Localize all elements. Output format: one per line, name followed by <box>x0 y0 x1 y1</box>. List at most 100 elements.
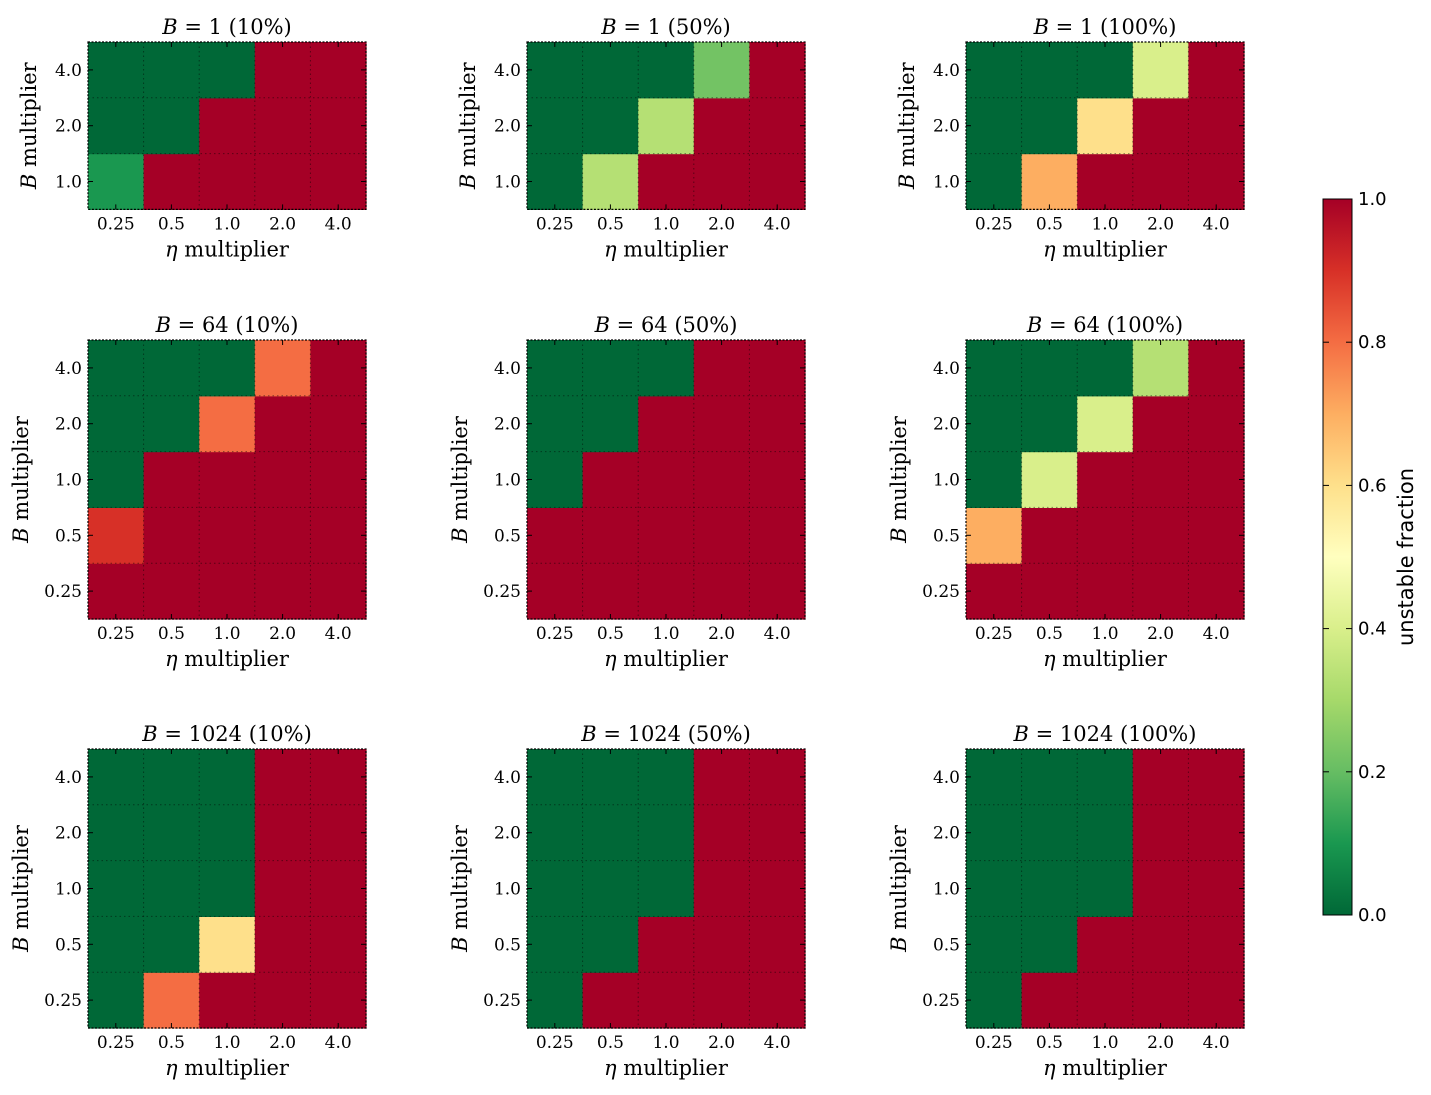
panel-title: B = 1024 (100%) <box>1013 722 1197 746</box>
y-tick-label: 2.0 <box>933 824 960 844</box>
heatmap-cell <box>254 507 311 564</box>
heatmap-cell <box>254 804 311 862</box>
heatmap-cell <box>638 97 695 155</box>
heatmap-cell <box>582 916 639 973</box>
y-tick-label: 2.0 <box>494 117 521 137</box>
heatmap-cell <box>1188 42 1245 99</box>
heatmap-cell <box>143 42 200 99</box>
x-tick-label: 4.0 <box>1203 1033 1230 1053</box>
heatmap-cell <box>310 860 367 917</box>
y-tick-label: 1.0 <box>933 173 960 193</box>
heatmap-cell <box>88 916 145 973</box>
x-tick-label: 4.0 <box>764 624 791 644</box>
heatmap-cell <box>310 563 367 620</box>
heatmap-cell <box>966 97 1023 155</box>
heatmap-cell <box>199 340 256 397</box>
heatmap-panel: 0.25 0.5 1.0 2.0 4.0 0.25 0.5 1.0 2.0 4.0 B = 1024… <box>9 722 367 1080</box>
panel-title: B = 64 (100%) <box>1026 313 1183 337</box>
heatmap-cell <box>527 804 584 862</box>
heatmap-cell <box>638 507 695 564</box>
heatmap-cell <box>749 749 806 806</box>
y-tick-label: 1.0 <box>494 880 521 900</box>
panel-title: B = 64 (10%) <box>155 313 299 337</box>
heatmap-cell <box>966 916 1023 973</box>
x-tick-label: 4.0 <box>1203 624 1230 644</box>
heatmap-cell <box>88 340 145 397</box>
heatmap-cell <box>582 153 639 210</box>
heatmap-cell <box>1188 860 1245 917</box>
x-tick-label: 0.25 <box>97 1033 135 1053</box>
colorbar-label: unstable fraction <box>1394 468 1418 646</box>
y-tick-label: 2.0 <box>494 415 521 435</box>
x-tick-label: 1.0 <box>213 1033 240 1053</box>
heatmap-cell <box>638 972 695 1029</box>
heatmap-cell <box>1021 395 1078 453</box>
x-tick-label: 4.0 <box>325 1033 352 1053</box>
heatmap-cell <box>693 563 750 620</box>
heatmap-panels: 0.25 0.5 1.0 2.0 4.0 1.0 2.0 4.0 B = 1 (10%) η mu… <box>9 15 1245 1080</box>
heatmap-cell <box>749 860 806 917</box>
heatmap-cell <box>143 395 200 453</box>
heatmap-cell <box>966 804 1023 862</box>
heatmap-cell <box>1188 97 1245 155</box>
y-tick-label: 4.0 <box>933 359 960 379</box>
x-tick-label: 4.0 <box>325 624 352 644</box>
heatmap-cell <box>1188 749 1245 806</box>
x-tick-label: 0.25 <box>97 214 135 234</box>
x-tick-label: 2.0 <box>269 1033 296 1053</box>
heatmap-cell <box>749 804 806 862</box>
x-tick-label: 0.25 <box>975 214 1013 234</box>
heatmap-cell <box>749 395 806 453</box>
y-tick-label: 4.0 <box>55 359 82 379</box>
heatmap-cell <box>693 507 750 564</box>
x-tick-label: 0.5 <box>1036 624 1063 644</box>
x-tick-label: 0.5 <box>1036 214 1063 234</box>
heatmap-cell <box>88 804 145 862</box>
heatmap-cell <box>1077 451 1134 508</box>
y-axis-label: B multiplier <box>895 61 919 190</box>
y-axis-label: B multiplier <box>887 415 911 544</box>
heatmap-cell <box>638 916 695 973</box>
x-tick-label: 0.5 <box>158 1033 185 1053</box>
heatmap-cell <box>966 340 1023 397</box>
heatmap-cell <box>1188 563 1245 620</box>
heatmap-panel: 0.25 0.5 1.0 2.0 4.0 1.0 2.0 4.0 B = 1 (10%) η mu… <box>17 15 367 261</box>
heatmap-cell <box>966 153 1023 210</box>
x-tick-label: 0.25 <box>975 624 1013 644</box>
heatmap-cell <box>1132 451 1189 508</box>
heatmap-cell <box>966 507 1023 564</box>
x-tick-label: 0.5 <box>158 214 185 234</box>
y-tick-label: 4.0 <box>933 61 960 81</box>
heatmap-cell <box>254 749 311 806</box>
heatmap-cell <box>638 804 695 862</box>
heatmap-cell <box>693 804 750 862</box>
heatmap-cell <box>1132 804 1189 862</box>
panel-title: B = 1024 (50%) <box>580 722 751 746</box>
y-tick-label: 0.25 <box>483 991 521 1011</box>
y-tick-label: 1.0 <box>55 471 82 491</box>
x-tick-label: 0.5 <box>158 624 185 644</box>
heatmap-cell <box>88 749 145 806</box>
x-tick-label: 0.5 <box>597 214 624 234</box>
heatmap-cell <box>199 153 256 210</box>
heatmap-cell <box>638 42 695 99</box>
panel-title: B = 1 (50%) <box>600 15 731 39</box>
x-tick-label: 1.0 <box>213 624 240 644</box>
y-tick-label: 0.5 <box>55 526 82 546</box>
heatmap-cell <box>693 42 750 99</box>
y-tick-label: 1.0 <box>55 173 82 193</box>
y-tick-label: 2.0 <box>55 117 82 137</box>
heatmap-cell <box>1188 451 1245 508</box>
x-tick-label: 0.25 <box>536 1033 574 1053</box>
heatmap-cell <box>582 749 639 806</box>
heatmap-cell <box>749 42 806 99</box>
heatmap-cell <box>582 507 639 564</box>
y-tick-label: 0.25 <box>483 582 521 602</box>
heatmap-cell <box>1188 153 1245 210</box>
heatmap-cell <box>1021 860 1078 917</box>
heatmap-cell <box>693 916 750 973</box>
heatmap-cell <box>199 972 256 1029</box>
y-axis-label: B multiplier <box>887 824 911 953</box>
heatmap-cell <box>88 97 145 155</box>
heatmap-cell <box>88 451 145 508</box>
